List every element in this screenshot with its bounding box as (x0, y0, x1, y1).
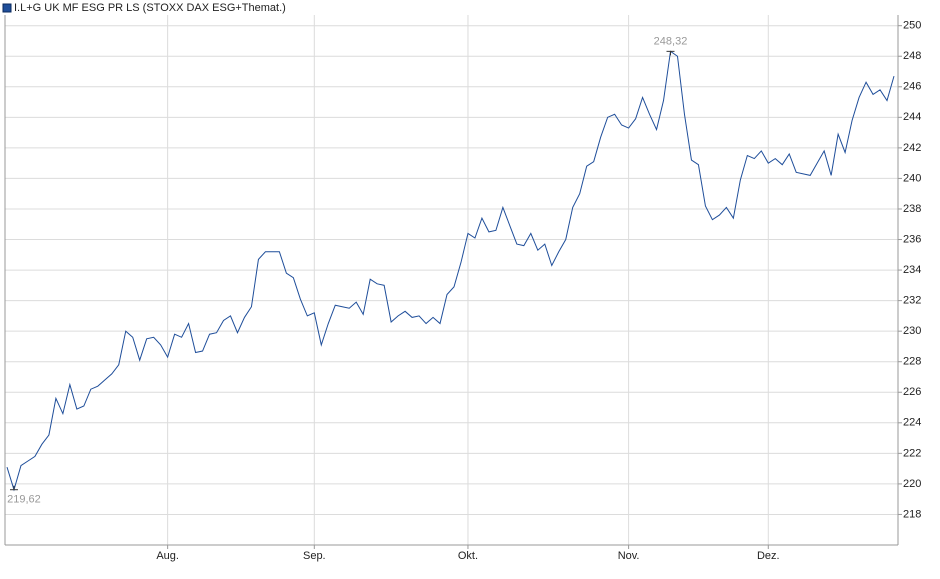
x-tick-label: Nov. (618, 550, 640, 562)
annotation: 219,62 (7, 494, 41, 506)
y-tick-label: 244 (903, 111, 921, 123)
x-tick-label: Sep. (303, 550, 326, 562)
y-tick-label: 224 (903, 417, 921, 429)
legend-swatch (2, 3, 12, 13)
y-tick-label: 238 (903, 203, 921, 215)
y-tick-label: 226 (903, 386, 921, 398)
y-tick-label: 242 (903, 142, 921, 154)
y-tick-label: 236 (903, 233, 921, 245)
y-tick-label: 248 (903, 50, 921, 62)
x-tick-label: Aug. (156, 550, 179, 562)
y-tick-label: 228 (903, 356, 921, 368)
x-tick-label: Dez. (757, 550, 780, 562)
y-tick-label: 222 (903, 447, 921, 459)
y-tick-label: 234 (903, 264, 921, 276)
y-tick-label: 246 (903, 81, 921, 93)
y-tick-label: 240 (903, 172, 921, 184)
line-series (6, 50, 895, 492)
y-tick-label: 218 (903, 508, 921, 520)
y-tick-label: 220 (903, 478, 921, 490)
annotation: 248,32 (654, 35, 688, 47)
chart-title: I.L+G UK MF ESG PR LS (STOXX DAX ESG+The… (14, 2, 286, 14)
y-tick-label: 232 (903, 295, 921, 307)
y-tick-label: 230 (903, 325, 921, 337)
y-tick-label: 250 (903, 20, 921, 32)
x-tick-label: Okt. (458, 550, 478, 562)
